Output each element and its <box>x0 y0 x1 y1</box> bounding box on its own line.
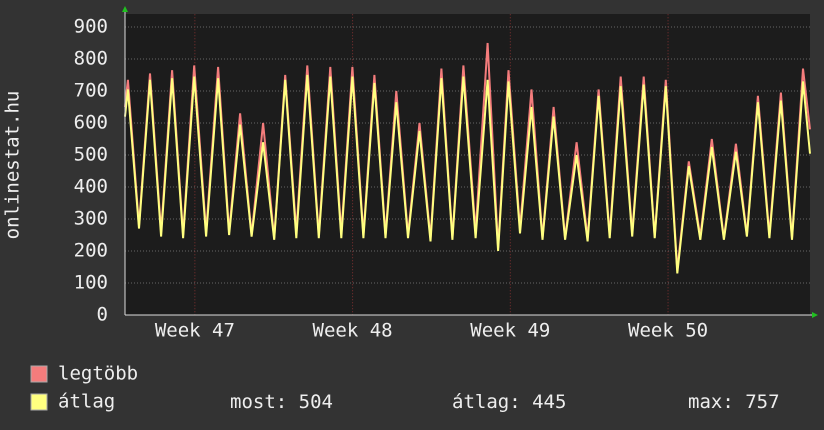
y-tick-label: 400 <box>74 176 108 198</box>
y-tick-label: 100 <box>74 272 108 294</box>
x-tick-label: Week 50 <box>628 320 708 342</box>
legend-swatch <box>30 393 48 411</box>
stat-value: 445 <box>532 391 566 413</box>
stat-label: átlag: <box>452 391 521 413</box>
stat-value: 504 <box>299 391 333 413</box>
legend-label: legtöbb <box>58 363 138 385</box>
y-tick-label: 300 <box>74 208 108 230</box>
y-tick-label: 600 <box>74 112 108 134</box>
x-tick-label: Week 49 <box>470 320 550 342</box>
stat-label: max: <box>688 391 734 413</box>
y-tick-label: 200 <box>74 240 108 262</box>
legend-swatch <box>30 365 48 383</box>
stat: most: 504 <box>230 391 333 413</box>
x-tick-label: Week 47 <box>155 320 235 342</box>
stat: átlag: 445 <box>452 391 566 413</box>
y-tick-label: 500 <box>74 144 108 166</box>
y-tick-label: 900 <box>74 16 108 38</box>
plot-area <box>125 14 810 315</box>
x-tick-label: Week 48 <box>313 320 393 342</box>
axis-arrow <box>122 6 128 12</box>
legend-label: átlag <box>58 391 115 413</box>
y-axis-label: onlinestat.hu <box>2 91 24 240</box>
stat: max: 757 <box>688 391 780 413</box>
axis-arrow <box>812 312 818 318</box>
y-tick-label: 800 <box>74 48 108 70</box>
stat-value: 757 <box>745 391 779 413</box>
y-tick-label: 0 <box>97 304 108 326</box>
stat-label: most: <box>230 391 287 413</box>
y-tick-label: 700 <box>74 80 108 102</box>
series-line <box>124 74 811 274</box>
